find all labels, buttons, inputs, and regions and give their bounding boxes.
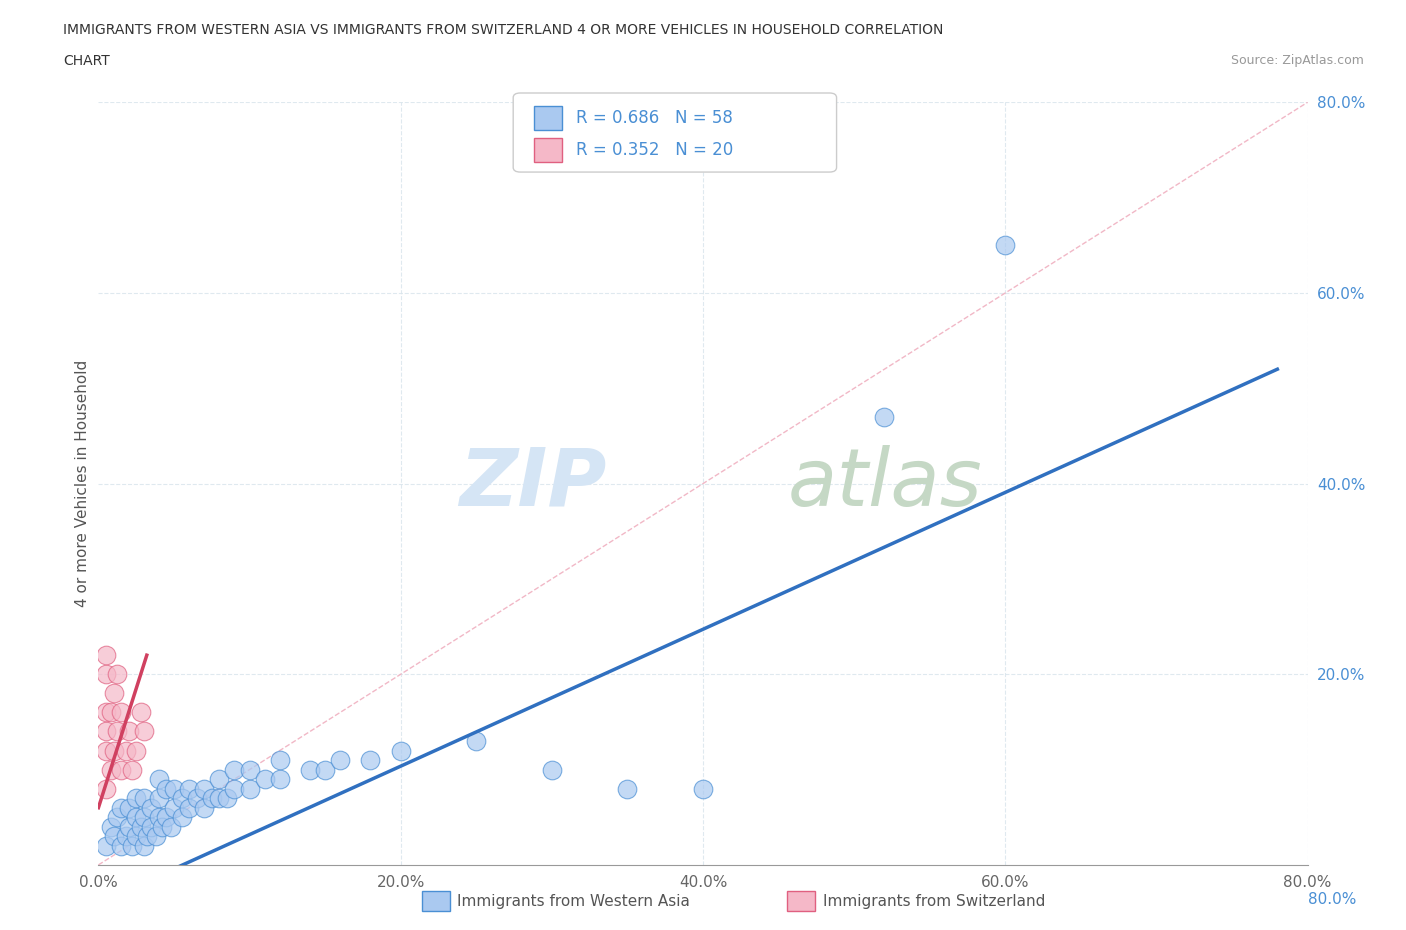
Point [94,647,117,662]
Point [179,800,201,815]
Point [148,772,170,787]
Point [314,763,336,777]
Point [145,829,167,844]
Point [994,238,1017,253]
Point [141,819,163,834]
Point [148,790,170,805]
Point [239,763,262,777]
Text: R = 0.352   N = 20: R = 0.352 N = 20 [576,140,734,159]
Point [148,810,170,825]
Point [110,705,132,720]
Point [100,819,122,834]
Point [193,781,215,796]
Point [94,724,117,738]
Point [132,724,155,738]
Point [94,667,117,682]
Point [129,705,152,720]
Point [103,743,125,758]
Point [125,743,148,758]
Text: CHART: CHART [63,54,110,68]
Point [110,763,132,777]
Point [269,772,291,787]
Point [465,734,488,749]
Point [873,409,896,424]
Point [224,763,246,777]
Point [141,800,163,815]
Point [170,810,193,825]
Point [114,743,136,758]
Point [269,752,291,767]
Point [132,810,155,825]
Point [160,819,183,834]
Point [121,839,143,854]
Point [121,763,143,777]
Text: 80.0%: 80.0% [1309,892,1357,907]
Point [179,781,201,796]
Point [100,763,122,777]
Text: Immigrants from Western Asia: Immigrants from Western Asia [457,894,690,909]
Point [201,790,224,805]
Point [692,781,714,796]
Point [125,790,148,805]
Point [215,790,238,805]
Point [125,810,148,825]
Point [103,686,125,701]
Point [616,781,638,796]
Y-axis label: 4 or more Vehicles in Household: 4 or more Vehicles in Household [75,360,90,607]
Point [329,752,352,767]
Point [94,781,117,796]
Point [150,819,173,834]
Point [135,829,157,844]
Point [114,829,136,844]
Point [186,790,208,805]
Text: R = 0.686   N = 58: R = 0.686 N = 58 [576,109,734,127]
Point [253,772,276,787]
Text: Source: ZipAtlas.com: Source: ZipAtlas.com [1230,54,1364,67]
Point [163,781,186,796]
Point [132,790,155,805]
Point [94,705,117,720]
Point [105,667,128,682]
Point [155,810,177,825]
Text: atlas: atlas [787,445,983,523]
Point [94,743,117,758]
Point [299,763,322,777]
Point [105,724,128,738]
Point [224,781,246,796]
Text: Immigrants from Switzerland: Immigrants from Switzerland [823,894,1045,909]
Point [389,743,412,758]
Point [193,800,215,815]
Text: ZIP: ZIP [458,445,606,523]
Point [110,800,132,815]
Point [540,763,562,777]
Text: IMMIGRANTS FROM WESTERN ASIA VS IMMIGRANTS FROM SWITZERLAND 4 OR MORE VEHICLES I: IMMIGRANTS FROM WESTERN ASIA VS IMMIGRAN… [63,23,943,37]
Point [118,819,141,834]
Point [129,819,152,834]
Point [132,839,155,854]
Point [125,829,148,844]
Point [118,800,141,815]
Point [118,724,141,738]
Point [94,839,117,854]
Point [208,790,231,805]
Point [360,752,382,767]
Point [163,800,186,815]
Point [105,810,128,825]
Point [170,790,193,805]
Point [208,772,231,787]
Point [239,781,262,796]
Point [103,829,125,844]
Point [100,705,122,720]
Point [155,781,177,796]
Point [110,839,132,854]
